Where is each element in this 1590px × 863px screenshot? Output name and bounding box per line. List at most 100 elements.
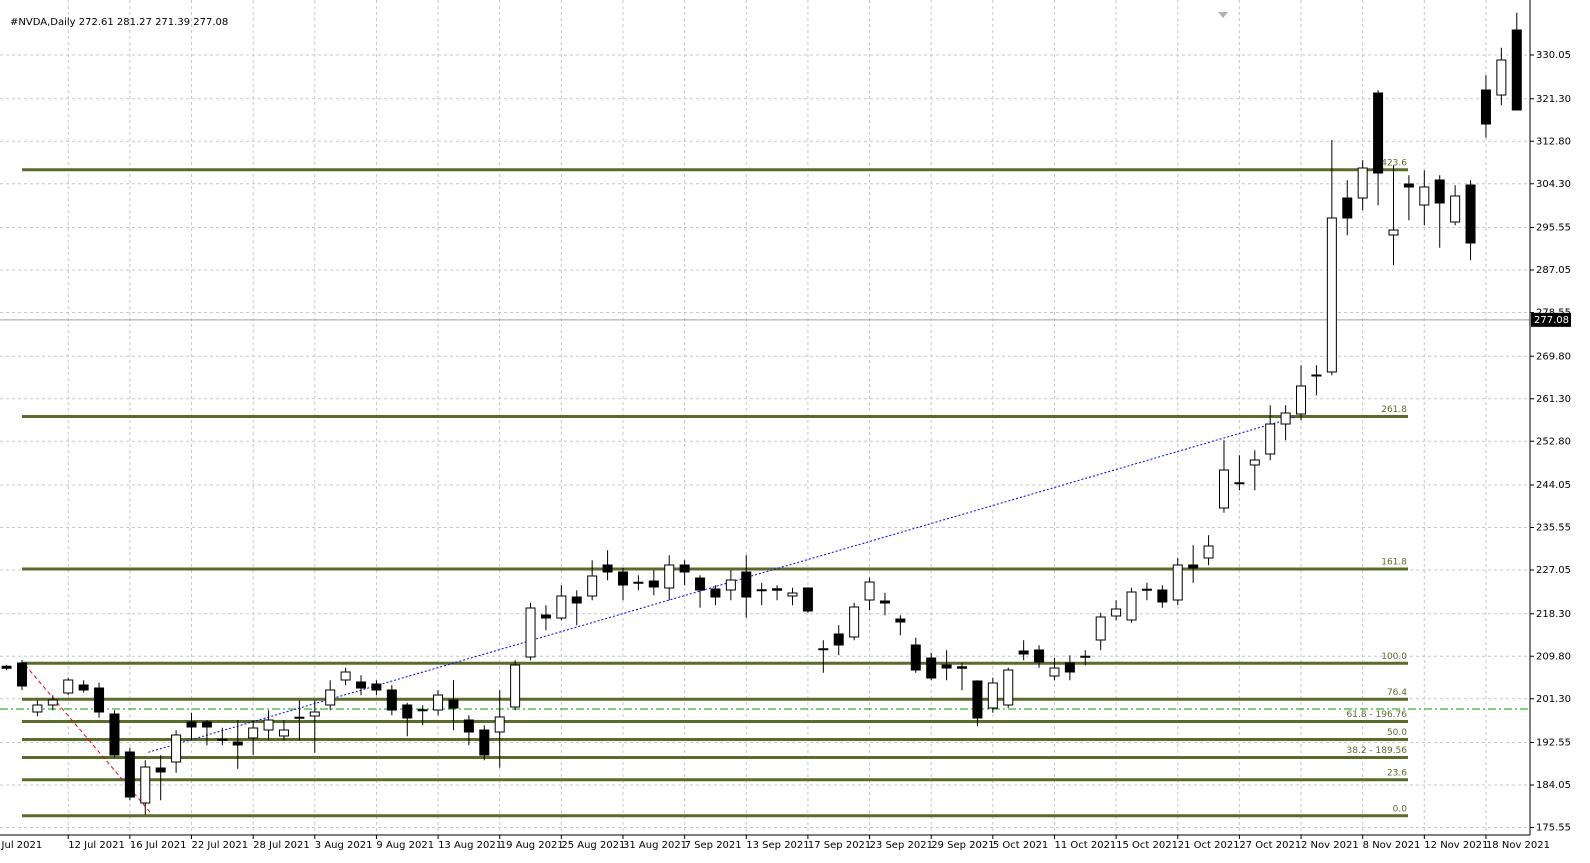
- x-tick-label: 12 Jul 2021: [68, 840, 125, 851]
- candle-body: [818, 648, 829, 651]
- candle-body: [186, 721, 197, 728]
- candle-body: [1434, 179, 1445, 204]
- x-tick-label: 15 Oct 2021: [1116, 840, 1178, 851]
- y-tick-label: 209.80: [1536, 651, 1571, 662]
- y-tick-label: 218.30: [1536, 609, 1571, 620]
- fib-label: 0.0: [1393, 804, 1408, 814]
- candle-body: [1080, 655, 1091, 658]
- candle-body: [510, 664, 521, 708]
- candle-body: [602, 564, 613, 573]
- candle-body: [356, 681, 367, 689]
- candle-body: [772, 588, 783, 591]
- candle-body: [201, 721, 212, 728]
- x-tick-label: 29 Sep 2021: [931, 840, 994, 851]
- x-tick-label: 25 Aug 2021: [561, 840, 625, 851]
- candle-body: [1003, 669, 1014, 706]
- candle-body: [171, 734, 182, 763]
- candle-body: [448, 699, 459, 709]
- x-tick-label: 21 Oct 2021: [1178, 840, 1240, 851]
- y-tick-label: 287.05: [1536, 265, 1571, 276]
- candle-body: [679, 564, 690, 573]
- x-tick-label: 11 Oct 2021: [1054, 840, 1116, 851]
- candle-body: [124, 751, 135, 798]
- candle-body: [463, 719, 474, 733]
- candle-body: [1, 665, 12, 669]
- candle-body: [941, 664, 952, 669]
- x-tick-label: 8 Nov 2021: [1363, 840, 1421, 851]
- candle-body: [1388, 229, 1399, 236]
- candle-body: [417, 709, 428, 712]
- y-tick-label: 244.05: [1536, 480, 1571, 491]
- candle-body: [1095, 616, 1106, 641]
- fib-label: 50.0: [1387, 728, 1407, 738]
- x-tick-label: 12 Nov 2021: [1424, 840, 1488, 851]
- x-tick-label: 17 Sep 2021: [808, 840, 871, 851]
- fib-label: 38.2 - 189.56: [1347, 746, 1408, 756]
- candle-body: [32, 704, 43, 713]
- axes: 330.05321.30312.80304.30295.55287.05278.…: [0, 0, 1571, 851]
- x-tick-label: 16 Jul 2021: [130, 840, 187, 851]
- candle-body: [1111, 608, 1122, 617]
- candle-body: [910, 644, 921, 671]
- candle-body: [556, 595, 567, 619]
- candle-body: [1188, 564, 1199, 569]
- x-tick-label: 2 Nov 2021: [1301, 840, 1359, 851]
- candle-body: [1465, 184, 1476, 244]
- candle-body: [1218, 469, 1229, 509]
- candle-body: [63, 679, 74, 694]
- candle-body: [972, 680, 983, 719]
- candle-body: [864, 581, 875, 601]
- y-tick-label: 261.30: [1536, 394, 1571, 405]
- x-tick-label: 5 Jul 2021: [0, 840, 42, 851]
- candle-body: [571, 596, 582, 604]
- candle-body: [525, 607, 536, 658]
- y-tick-label: 295.55: [1536, 223, 1571, 234]
- candle-body: [540, 614, 551, 619]
- candle-body: [1203, 545, 1214, 559]
- candle-body: [617, 571, 628, 586]
- chart-title: #NVDA,Daily 272.61 281.27 271.39 277.08: [10, 17, 228, 28]
- fib-label: 261.8: [1381, 405, 1407, 415]
- y-tick-label: 269.80: [1536, 351, 1571, 362]
- x-tick-label: 22 Jul 2021: [192, 840, 249, 851]
- candle-body: [140, 766, 151, 804]
- candle-body: [587, 575, 598, 597]
- candle-body: [1326, 217, 1337, 373]
- candle-body: [987, 682, 998, 709]
- x-tick-label: 18 Nov 2021: [1486, 840, 1550, 851]
- candle-body: [340, 671, 351, 681]
- candle-body: [756, 589, 767, 592]
- y-tick-label: 227.05: [1536, 565, 1571, 576]
- current-price-label: 277.08: [1534, 315, 1569, 326]
- candle-body: [710, 588, 721, 598]
- candle-body: [633, 581, 644, 584]
- candle-body: [47, 699, 58, 706]
- candle-body: [741, 571, 752, 598]
- candle-body: [787, 592, 798, 597]
- candle-body: [17, 662, 27, 687]
- candle-body: [494, 716, 505, 733]
- candle-body: [725, 579, 736, 591]
- candle-body: [479, 729, 490, 756]
- candle-body: [94, 687, 105, 713]
- candle-body: [1450, 195, 1461, 223]
- candle-body: [1419, 186, 1430, 206]
- y-tick-label: 321.30: [1536, 94, 1571, 105]
- candle-body: [78, 684, 89, 691]
- candle-body: [957, 666, 968, 669]
- candle-body: [232, 741, 243, 746]
- fib-label: 61.8 - 196.76: [1347, 710, 1408, 720]
- candle-body: [664, 564, 675, 589]
- fib-label: 161.8: [1381, 558, 1407, 568]
- candle-body: [278, 729, 289, 737]
- candle-body: [879, 600, 890, 604]
- candle-body: [217, 738, 228, 741]
- candle-body: [1280, 412, 1291, 425]
- y-tick-label: 330.05: [1536, 50, 1571, 61]
- candle-body: [1249, 459, 1260, 466]
- y-tick-label: 175.55: [1536, 823, 1571, 834]
- fib-label: 423.6: [1381, 158, 1407, 168]
- x-tick-label: 23 Sep 2021: [870, 840, 933, 851]
- candle-body: [1126, 591, 1137, 621]
